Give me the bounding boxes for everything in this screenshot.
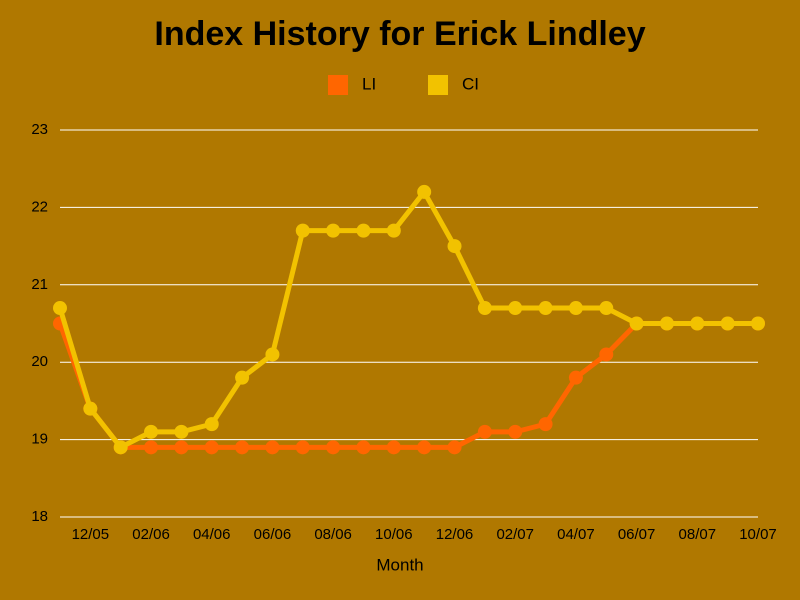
point <box>508 301 523 316</box>
point <box>53 301 67 316</box>
y-tick-label: 23 <box>31 121 48 138</box>
x-axis-label: Month <box>376 555 423 574</box>
x-tick-label: 06/07 <box>618 526 656 543</box>
point <box>447 239 462 254</box>
x-tick-label: 04/07 <box>557 526 595 543</box>
legend-swatch <box>428 75 448 95</box>
point <box>204 417 219 432</box>
point <box>538 417 553 432</box>
point <box>568 301 583 316</box>
point <box>417 440 432 455</box>
x-tick-label: 04/06 <box>193 526 231 543</box>
x-tick-label: 02/06 <box>132 526 170 543</box>
point <box>265 440 280 455</box>
point <box>690 316 705 331</box>
point <box>326 223 341 238</box>
point <box>235 370 250 385</box>
y-tick-label: 22 <box>31 198 48 215</box>
y-tick-label: 20 <box>31 353 48 370</box>
point <box>386 223 401 238</box>
x-tick-label: 12/06 <box>436 526 474 543</box>
series-line <box>57 189 758 450</box>
point <box>356 440 371 455</box>
point <box>508 424 523 439</box>
point <box>356 223 371 238</box>
legend-label: CI <box>462 74 479 93</box>
x-tick-label: 06/06 <box>254 526 292 543</box>
point <box>204 440 219 455</box>
x-tick-label: 08/06 <box>314 526 352 543</box>
point <box>235 440 250 455</box>
series-line <box>57 321 758 450</box>
x-tick-label: 10/07 <box>739 526 777 543</box>
point <box>477 301 492 316</box>
point <box>417 184 432 199</box>
legend-label: LI <box>362 74 376 93</box>
point <box>265 347 280 362</box>
point <box>720 316 735 331</box>
y-tick-label: 21 <box>31 276 48 293</box>
point <box>295 440 310 455</box>
x-tick-label: 10/06 <box>375 526 413 543</box>
point <box>144 440 159 455</box>
point <box>174 440 189 455</box>
legend-swatch <box>328 75 348 95</box>
point <box>599 347 614 362</box>
point <box>295 223 310 238</box>
point <box>144 424 159 439</box>
point <box>113 440 128 455</box>
point <box>326 440 341 455</box>
point <box>751 316 765 331</box>
point <box>659 316 674 331</box>
point <box>599 301 614 316</box>
point <box>83 401 98 416</box>
point <box>447 440 462 455</box>
point <box>386 440 401 455</box>
x-tick-label: 08/07 <box>679 526 717 543</box>
y-tick-label: 18 <box>31 508 48 525</box>
x-tick-label: 12/05 <box>72 526 110 543</box>
point <box>174 424 189 439</box>
y-tick-label: 19 <box>31 431 48 448</box>
chart-title: Index History for Erick Lindley <box>154 15 645 53</box>
x-tick-label: 02/07 <box>496 526 534 543</box>
point <box>629 316 644 331</box>
point <box>477 424 492 439</box>
point <box>538 301 553 316</box>
point <box>568 370 583 385</box>
